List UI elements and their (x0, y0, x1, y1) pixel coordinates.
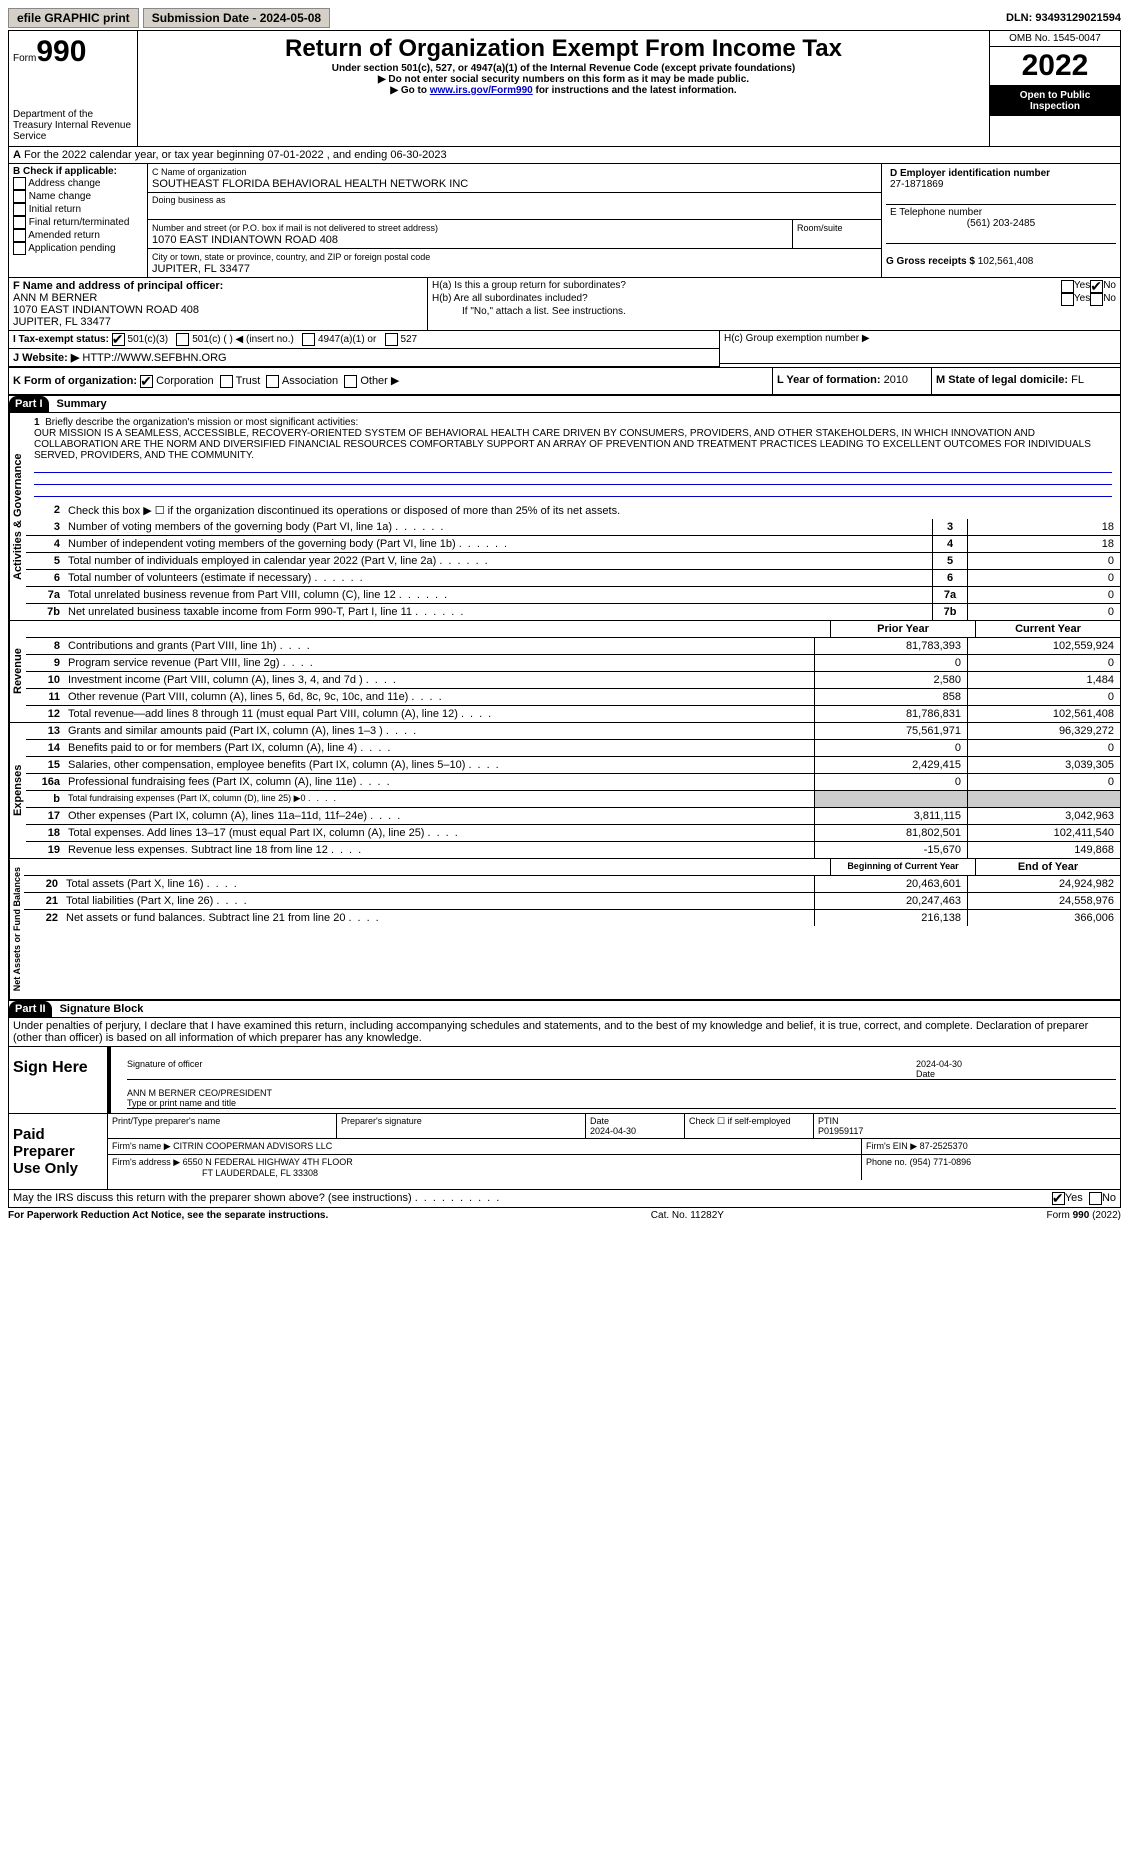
section-b: B Check if applicable: Address change Na… (9, 164, 148, 277)
checkb-item: Address change (13, 177, 143, 190)
section-h: H(a) Is this a group return for subordin… (428, 278, 1120, 330)
gov-line: 5Total number of individuals employed in… (26, 553, 1120, 570)
vert-expenses: Expenses (9, 723, 26, 858)
firm-phone: (954) 771-0896 (910, 1157, 972, 1167)
penalty-text: Under penalties of perjury, I declare th… (9, 1018, 1120, 1047)
dln: DLN: 93493129021594 (1006, 12, 1121, 24)
top-bar: efile GRAPHIC print Submission Date - 20… (8, 8, 1121, 28)
gov-line: 3Number of voting members of the governi… (26, 519, 1120, 536)
checkb-item: Amended return (13, 229, 143, 242)
gov-line: 2Check this box ▶ ☐ if the organization … (26, 502, 1120, 519)
section-m: M State of legal domicile: FL (932, 368, 1120, 394)
fin-line: 10Investment income (Part VIII, column (… (26, 672, 1120, 689)
paid-preparer: Paid Preparer Use Only Print/Type prepar… (9, 1114, 1120, 1190)
checkb-item: Final return/terminated (13, 216, 143, 229)
fin-line: 11Other revenue (Part VIII, column (A), … (26, 689, 1120, 706)
irs-link[interactable]: www.irs.gov/Form990 (430, 85, 533, 96)
org-name: SOUTHEAST FLORIDA BEHAVIORAL HEALTH NETW… (152, 178, 468, 190)
fin-line: 20Total assets (Part X, line 16) ....20,… (24, 876, 1120, 893)
501c3-check[interactable] (112, 333, 125, 346)
phone: (561) 203-2485 (890, 218, 1112, 229)
gov-line: 7aTotal unrelated business revenue from … (26, 587, 1120, 604)
form-title: Return of Organization Exempt From Incom… (142, 35, 985, 63)
fin-line: 14Benefits paid to or for members (Part … (26, 740, 1120, 757)
section-hc: H(c) Group exemption number ▶ (720, 331, 1120, 364)
net-header-row: Beginning of Current Year End of Year (24, 859, 1120, 876)
form-sub1: Under section 501(c), 527, or 4947(a)(1)… (142, 63, 985, 74)
fin-line: 19Revenue less expenses. Subtract line 1… (26, 842, 1120, 858)
officer-name: ANN M BERNER (13, 292, 97, 304)
sign-here: Sign Here Signature of officer 2024-04-3… (9, 1047, 1120, 1114)
header: Form990 Department of the Treasury Inter… (9, 31, 1120, 147)
form-sub2: ▶ Do not enter social security numbers o… (142, 74, 985, 85)
omb: OMB No. 1545-0047 (990, 31, 1120, 47)
part2-header: Part IISignature Block (9, 1000, 1120, 1018)
section-f: F Name and address of principal officer:… (9, 278, 428, 330)
org-addr: 1070 EAST INDIANTOWN ROAD 408 (152, 234, 338, 246)
vert-revenue: Revenue (9, 621, 26, 722)
fin-line: 21Total liabilities (Part X, line 26) ..… (24, 893, 1120, 910)
prep-date: 2024-04-30 (590, 1126, 636, 1136)
firm-addr: 6550 N FEDERAL HIGHWAY 4TH FLOOR (183, 1157, 353, 1167)
section-c: C Name of organizationSOUTHEAST FLORIDA … (148, 164, 882, 277)
fin-line: bTotal fundraising expenses (Part IX, co… (26, 791, 1120, 808)
open-public: Open to Public Inspection (990, 86, 1120, 116)
discuss-row: May the IRS discuss this return with the… (9, 1190, 1120, 1207)
fin-line: 17Other expenses (Part IX, column (A), l… (26, 808, 1120, 825)
hb-yes[interactable] (1061, 293, 1074, 306)
org-city: JUPITER, FL 33477 (152, 263, 250, 275)
hb-no[interactable] (1090, 293, 1103, 306)
efile-btn[interactable]: efile GRAPHIC print (8, 8, 139, 28)
section-l: L Year of formation: 2010 (773, 368, 932, 394)
discuss-no[interactable] (1089, 1192, 1102, 1205)
form-number: Form990 (13, 35, 133, 69)
part1-header: Part ISummary (9, 395, 1120, 413)
checkb-item: Name change (13, 190, 143, 203)
fin-line: 8Contributions and grants (Part VIII, li… (26, 638, 1120, 655)
mission-text: OUR MISSION IS A SEAMLESS, ACCESSIBLE, R… (34, 428, 1091, 461)
ha-no[interactable] (1090, 280, 1103, 293)
form-sub3: ▶ Go to www.irs.gov/Form990 for instruct… (142, 85, 985, 96)
gov-line: 4Number of independent voting members of… (26, 536, 1120, 553)
ein: 27-1871869 (890, 179, 943, 190)
checkb-item: Initial return (13, 203, 143, 216)
firm-ein: 87-2525370 (920, 1141, 968, 1151)
section-k: K Form of organization: Corporation Trus… (9, 368, 773, 394)
website: HTTP://WWW.SEFBHN.ORG (82, 352, 226, 364)
firm-name: CITRIN COOPERMAN ADVISORS LLC (173, 1141, 332, 1151)
submission-btn[interactable]: Submission Date - 2024-05-08 (143, 8, 330, 28)
fin-line: 18Total expenses. Add lines 13–17 (must … (26, 825, 1120, 842)
section-j: J Website: ▶ HTTP://WWW.SEFBHN.ORG (9, 349, 719, 367)
section-i: I Tax-exempt status: 501(c)(3) 501(c) ( … (9, 331, 719, 349)
tax-year: 2022 (990, 47, 1120, 86)
mission-block: 1 Briefly describe the organization's mi… (26, 413, 1120, 502)
checkb-item: Application pending (13, 242, 143, 255)
vert-netassets: Net Assets or Fund Balances (9, 859, 24, 999)
sign-date: 2024-04-30 (916, 1059, 962, 1069)
section-deg: D Employer identification number27-18718… (882, 164, 1120, 277)
corp-check[interactable] (140, 375, 153, 388)
gov-line: 6Total number of volunteers (estimate if… (26, 570, 1120, 587)
dept-treasury: Department of the Treasury Internal Reve… (13, 109, 133, 142)
fin-line: 13Grants and similar amounts paid (Part … (26, 723, 1120, 740)
ha-yes[interactable] (1061, 280, 1074, 293)
fin-line: 9Program service revenue (Part VIII, lin… (26, 655, 1120, 672)
vert-governance: Activities & Governance (9, 413, 26, 620)
form-990: Form990 Department of the Treasury Inter… (8, 30, 1121, 1208)
ptin: P01959117 (818, 1126, 863, 1136)
footer: For Paperwork Reduction Act Notice, see … (8, 1208, 1121, 1221)
fin-line: 16aProfessional fundraising fees (Part I… (26, 774, 1120, 791)
fin-line: 15Salaries, other compensation, employee… (26, 757, 1120, 774)
officer-print: ANN M BERNER CEO/PRESIDENT (127, 1088, 272, 1098)
discuss-yes[interactable] (1052, 1192, 1065, 1205)
fin-line: 12Total revenue—add lines 8 through 11 (… (26, 706, 1120, 722)
col-header-row: Prior Year Current Year (26, 621, 1120, 638)
fin-line: 22Net assets or fund balances. Subtract … (24, 910, 1120, 926)
gross-receipts: 102,561,408 (978, 256, 1034, 267)
row-a: A For the 2022 calendar year, or tax yea… (9, 147, 1120, 164)
gov-line: 7bNet unrelated business taxable income … (26, 604, 1120, 620)
